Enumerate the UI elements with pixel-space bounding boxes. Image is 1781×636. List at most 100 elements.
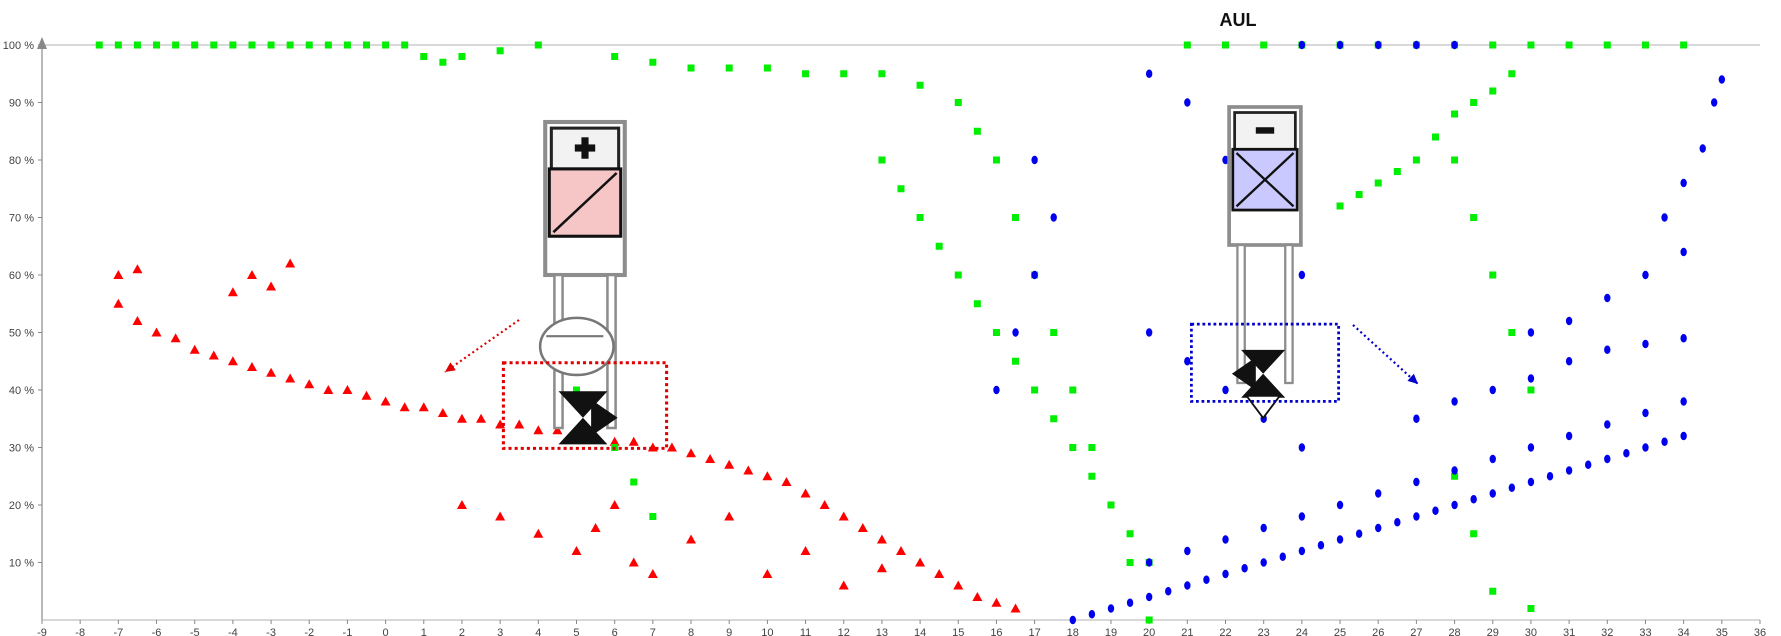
point-marker	[857, 523, 868, 532]
point-marker	[954, 99, 962, 106]
point-marker	[1184, 98, 1191, 107]
x-tick-label: 27	[1410, 627, 1422, 636]
x-tick-label: 35	[1716, 627, 1728, 636]
point-marker	[1470, 214, 1478, 221]
point-marker	[1184, 357, 1191, 366]
point-marker	[1451, 466, 1458, 475]
point-marker	[1145, 616, 1153, 624]
point-marker	[1412, 156, 1420, 164]
point-marker	[724, 459, 735, 469]
point-marker	[552, 425, 563, 435]
point-marker	[1489, 41, 1497, 49]
right-valve-diagram-diag-b	[1235, 152, 1295, 208]
x-tick-label: 4	[535, 627, 541, 636]
point-marker	[1375, 40, 1382, 50]
point-marker	[227, 287, 238, 297]
point-marker	[267, 41, 275, 49]
point-marker	[897, 185, 905, 193]
point-marker	[878, 70, 886, 78]
point-marker	[571, 546, 582, 555]
x-tick-label: 29	[1487, 627, 1499, 636]
right-valve-diagram-dotted-box	[1190, 322, 1340, 403]
point-marker	[1279, 552, 1286, 561]
point-marker	[666, 442, 677, 452]
x-tick-label: 11	[800, 627, 811, 636]
point-marker	[1222, 41, 1230, 49]
point-marker	[1012, 357, 1020, 365]
point-marker	[802, 70, 810, 78]
point-marker	[495, 419, 506, 429]
point-marker	[628, 436, 639, 446]
point-marker	[705, 454, 716, 463]
point-marker	[153, 41, 161, 49]
y-tick-label: 10 %	[9, 558, 34, 570]
point-marker	[1710, 98, 1718, 107]
point-marker	[342, 385, 353, 394]
point-marker	[628, 557, 639, 567]
point-marker	[533, 425, 544, 435]
point-marker	[420, 53, 428, 60]
point-marker	[456, 413, 467, 423]
point-marker	[1012, 328, 1019, 337]
point-marker	[1489, 587, 1497, 595]
point-marker	[1145, 69, 1153, 78]
x-tick-label: -3	[266, 627, 276, 636]
right-valve-diagram	[1190, 105, 1340, 420]
x-tick-label: 32	[1601, 627, 1613, 636]
x-tick-label: 13	[876, 627, 888, 636]
point-marker	[1355, 529, 1363, 538]
point-marker	[1565, 357, 1573, 366]
point-marker	[1336, 40, 1344, 50]
point-marker	[1508, 70, 1516, 78]
y-tick-label: 30 %	[9, 443, 34, 455]
point-marker	[1298, 546, 1306, 556]
point-marker	[1451, 397, 1458, 406]
point-marker	[1298, 270, 1306, 280]
point-marker	[1298, 512, 1306, 521]
point-marker	[686, 448, 697, 458]
point-marker	[1661, 437, 1668, 446]
point-marker	[1355, 191, 1363, 198]
point-marker	[630, 478, 638, 486]
point-marker	[1183, 41, 1191, 49]
point-marker	[1375, 489, 1382, 498]
point-marker	[363, 41, 371, 49]
point-marker	[1546, 472, 1554, 481]
x-tick-label: 10	[761, 627, 773, 636]
point-marker	[380, 396, 391, 406]
point-marker	[611, 53, 619, 60]
x-tick-label: 25	[1334, 627, 1346, 636]
point-marker	[304, 379, 315, 389]
right-valve-diagram-valve-side	[1231, 357, 1256, 391]
point-marker	[1010, 603, 1021, 613]
x-tick-label: 7	[650, 627, 656, 636]
point-marker	[1298, 443, 1306, 452]
point-marker	[1623, 449, 1630, 458]
right-dotted-arrow-head	[1407, 373, 1418, 384]
point-marker	[1165, 587, 1172, 596]
point-marker	[609, 436, 620, 446]
point-marker	[781, 477, 792, 486]
point-marker	[1470, 99, 1478, 106]
point-marker	[973, 300, 981, 308]
y-tick-label: 60 %	[9, 270, 34, 282]
point-marker	[972, 592, 983, 601]
point-marker	[132, 264, 143, 274]
x-tick-label: 17	[1028, 627, 1040, 636]
point-marker	[1451, 156, 1459, 164]
point-marker	[1642, 408, 1649, 418]
x-tick-label: 19	[1105, 627, 1117, 636]
point-marker	[1222, 535, 1229, 544]
point-marker	[227, 356, 238, 366]
x-tick-label: 22	[1219, 627, 1231, 636]
point-marker	[819, 500, 830, 509]
point-marker	[1050, 329, 1058, 336]
point-marker	[838, 580, 849, 590]
point-marker	[1107, 501, 1115, 509]
x-tick-label: 8	[688, 627, 694, 636]
point-marker	[1680, 178, 1687, 188]
point-marker	[649, 58, 657, 66]
left-valve-diagram-diag-a	[552, 172, 618, 234]
point-marker	[1394, 518, 1401, 527]
point-marker	[1336, 202, 1344, 210]
